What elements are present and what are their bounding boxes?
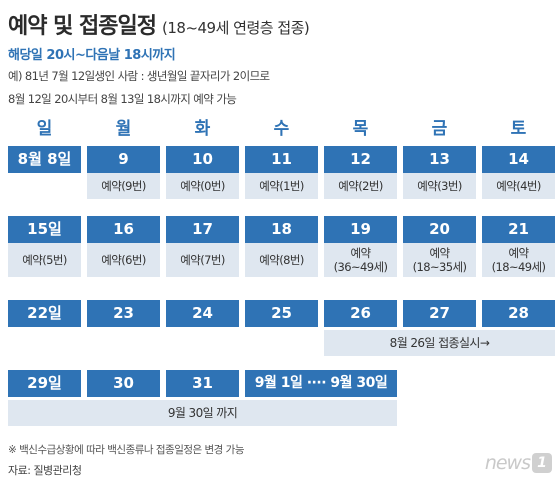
weekday-tue: 화: [194, 119, 211, 139]
day-cell: 21 예약 (18~49세): [482, 216, 555, 277]
day-number: 11: [245, 146, 318, 173]
day-number: 9: [87, 146, 160, 173]
day-cell: 14 예약(4번): [482, 146, 555, 199]
day-number: 26: [324, 300, 397, 327]
day-number: 25: [245, 300, 318, 327]
weekday-sat: 토: [510, 119, 527, 139]
day-number: 14: [482, 146, 555, 173]
day-cell: 9 예약(9번): [87, 146, 160, 199]
day-number: 31: [166, 370, 239, 397]
day-cell: 29일: [8, 370, 81, 397]
day-cell: 25: [245, 300, 318, 327]
vaccination-start-band: 8월 26일 접종실시→: [324, 330, 555, 356]
reservation-label: 예약(4번): [482, 173, 555, 199]
logo-badge: 1: [532, 453, 552, 473]
day-number: 16: [87, 216, 160, 243]
day-number: 27: [403, 300, 476, 327]
day-number: 20: [403, 216, 476, 243]
title-main: 예약 및 접종일정: [8, 14, 157, 39]
day-number: 10: [166, 146, 239, 173]
reservation-label: 예약 (36~49세): [324, 243, 397, 277]
footnote: ※ 백신수급상황에 따라 백신종류나 접종일정은 변경 가능: [8, 444, 245, 456]
day-cell: 17 예약(7번): [166, 216, 239, 277]
example-line-1: 예) 81년 7월 12일생인 사람 : 생년월일 끝자리가 2이므로: [8, 69, 270, 83]
source: 자료: 질병관리청: [8, 464, 82, 477]
reservation-period: 해당일 20시~다음날 18시까지: [8, 48, 176, 63]
weekday-fri: 금: [431, 119, 448, 139]
september-range: 9월 1일 ···· 9월 30일: [245, 370, 397, 397]
weekday-thu: 목: [352, 119, 369, 139]
day-number: 30: [87, 370, 160, 397]
reservation-label: 예약 (18~49세): [482, 243, 555, 277]
page-title: 예약 및 접종일정 (18~49세 연령층 접종): [8, 8, 310, 40]
day-number: 29일: [8, 370, 81, 397]
day-cell: 12 예약(2번): [324, 146, 397, 199]
reservation-label: 예약(6번): [87, 243, 160, 277]
reservation-label: 예약(7번): [166, 243, 239, 277]
day-number: 19: [324, 216, 397, 243]
title-sub: (18~49세 연령층 접종): [162, 19, 310, 37]
weekday-wed: 수: [273, 119, 290, 139]
day-cell: 19 예약 (36~49세): [324, 216, 397, 277]
day-number: 12: [324, 146, 397, 173]
reservation-label: 예약(1번): [245, 173, 318, 199]
day-cell: 20 예약 (18~35세): [403, 216, 476, 277]
day-cell: 30: [87, 370, 160, 397]
day-cell: 11 예약(1번): [245, 146, 318, 199]
day-cell: 31: [166, 370, 239, 397]
day-number: 15일: [8, 216, 81, 243]
day-cell: 10 예약(0번): [166, 146, 239, 199]
example-line-2: 8월 12일 20시부터 8월 13일 18시까지 예약 가능: [8, 92, 237, 106]
day-cell: 8월 8일: [8, 146, 81, 173]
weekday-mon: 월: [115, 119, 132, 139]
day-cell: 13 예약(3번): [403, 146, 476, 199]
weekday-sun: 일: [36, 119, 53, 139]
day-number: 18: [245, 216, 318, 243]
day-number: 23: [87, 300, 160, 327]
day-cell: 28: [482, 300, 555, 327]
day-cell: 15일 예약(5번): [8, 216, 81, 277]
day-number: 24: [166, 300, 239, 327]
reservation-label: 예약(0번): [166, 173, 239, 199]
reservation-label: 예약(3번): [403, 173, 476, 199]
day-number: 8월 8일: [8, 146, 81, 173]
day-cell: 23: [87, 300, 160, 327]
reservation-label: 예약(8번): [245, 243, 318, 277]
day-number: 22일: [8, 300, 81, 327]
reservation-label: 예약 (18~35세): [403, 243, 476, 277]
day-number: 21: [482, 216, 555, 243]
day-cell: 27: [403, 300, 476, 327]
logo-word: news: [484, 452, 531, 474]
vaccination-end-band: 9월 30일 까지: [8, 400, 397, 426]
day-cell: 22일: [8, 300, 81, 327]
day-cell: 16 예약(6번): [87, 216, 160, 277]
day-cell: 24: [166, 300, 239, 327]
day-number: 17: [166, 216, 239, 243]
reservation-label: 예약(9번): [87, 173, 160, 199]
day-number: 28: [482, 300, 555, 327]
news1-logo: news 1: [485, 452, 552, 474]
reservation-label: 예약(5번): [8, 243, 81, 277]
day-number: 13: [403, 146, 476, 173]
day-cell: 26: [324, 300, 397, 327]
day-cell: 18 예약(8번): [245, 216, 318, 277]
reservation-label: 예약(2번): [324, 173, 397, 199]
